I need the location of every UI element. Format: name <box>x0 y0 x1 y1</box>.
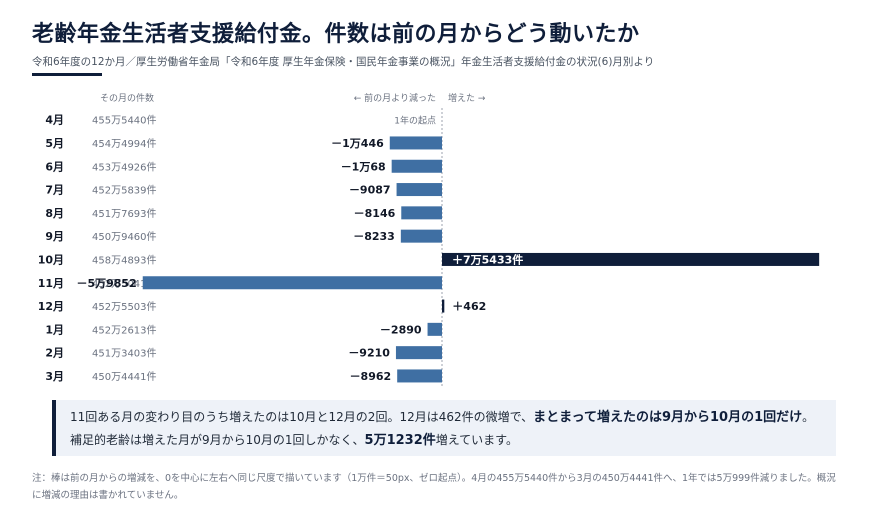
month-label: 6月 <box>45 160 64 173</box>
month-count: 453万4926件 <box>92 161 157 173</box>
month-count: 452万5503件 <box>92 301 157 313</box>
value-label: －1万446 <box>331 137 384 150</box>
increase-direction-label: 増えた → <box>448 92 486 104</box>
month-count: 450万9460件 <box>92 231 157 243</box>
change-bar <box>142 276 443 290</box>
month-count: 452万5839件 <box>92 185 157 197</box>
change-chart: その月の件数 ← 前の月より減った 増えた → 4月 455万5440件 1年の起点 5月 4… <box>38 92 820 388</box>
start-note: 1年の起点 <box>394 115 436 127</box>
page-title: 老齢年金生活者支援給付金。件数は前の月からどう動いたか <box>32 22 640 47</box>
value-label: －5万9852 <box>76 277 136 290</box>
month-count: 452万2613件 <box>92 324 157 336</box>
count-column-header: その月の件数 <box>100 92 154 104</box>
page-subtitle: 令和6年度の12か月／厚生労働省年金局「令和6年度 厚生年金保険・国民年金事業の… <box>32 56 655 68</box>
value-label: －9087 <box>349 184 391 197</box>
value-label: －9210 <box>348 347 390 360</box>
month-label: 2月 <box>45 347 64 360</box>
title-underline <box>32 73 102 76</box>
value-label: －2890 <box>380 323 422 336</box>
value-label: －1万68 <box>341 160 386 173</box>
summary-text-2: 。補足的老齢は増えた月が9月から10月の1回しかなく、 <box>70 410 815 447</box>
summary-emphasis-1: まとまって増えたのは9月から10月の1回だけ <box>533 410 803 425</box>
change-bar <box>389 136 442 150</box>
month-count: 454万4994件 <box>92 138 157 150</box>
summary-emphasis-2: 5万1232件 <box>364 433 436 448</box>
footnote: 注：棒は前の月からの増減を、0を中心に左右へ同じ尺度で描いています（1万件＝50… <box>32 473 836 501</box>
month-label: 10月 <box>38 253 64 266</box>
month-count: 452万5041件 <box>92 278 157 290</box>
change-bar <box>427 322 442 336</box>
month-label: 7月 <box>45 184 64 197</box>
month-count: 450万4441件 <box>92 371 157 383</box>
month-label: 9月 <box>45 230 64 243</box>
summary-text-3: 増えています。 <box>435 433 518 447</box>
month-count: 458万4893件 <box>92 254 157 266</box>
value-label: ＋7万5433件 <box>452 252 523 266</box>
summary-box: 11回ある月の変わり目のうち増えたのは10月と12月の2回。12月は462件の微… <box>52 400 836 456</box>
month-label: 8月 <box>45 207 64 220</box>
change-bar <box>396 183 442 197</box>
value-label: ＋462 <box>452 300 486 313</box>
month-label: 4月 <box>45 114 64 127</box>
summary-text-1: 11回ある月の変わり目のうち増えたのは10月と12月の2回。12月は462件の微… <box>70 410 534 424</box>
change-bar <box>442 299 445 313</box>
month-count: 451万3403件 <box>92 348 157 360</box>
change-bar <box>397 369 442 383</box>
value-label: －8146 <box>354 207 396 220</box>
month-label: 3月 <box>45 370 64 383</box>
value-label: －8233 <box>353 230 395 243</box>
month-label: 12月 <box>38 300 64 313</box>
month-count: 451万7693件 <box>92 208 157 220</box>
month-label: 11月 <box>38 277 64 290</box>
change-bar <box>395 346 442 360</box>
month-label: 5月 <box>45 137 64 150</box>
change-bar <box>442 252 820 266</box>
value-label: －8962 <box>350 370 392 383</box>
change-bar <box>391 159 442 173</box>
month-label: 1月 <box>45 323 64 336</box>
change-bar <box>400 229 442 243</box>
decrease-direction-label: ← 前の月より減った <box>354 92 436 104</box>
change-bar <box>401 206 442 220</box>
month-count: 455万5440件 <box>92 115 157 127</box>
